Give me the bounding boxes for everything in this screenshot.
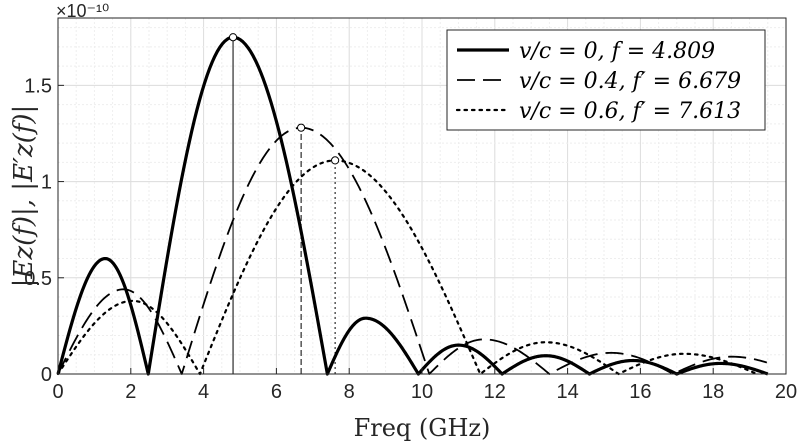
series-line-3 (56, 159, 758, 376)
x-tick-label: 18 (702, 381, 724, 403)
legend-label-3: v/c = 0.6, f′ = 7.613 (519, 99, 741, 124)
x-tick-label: 8 (344, 381, 355, 403)
legend: v/c = 0, f = 4.809 v/c = 0.4, f′ = 6.679 v… (446, 29, 766, 131)
peak-marker-1 (228, 33, 238, 42)
y-exponent: ×10⁻¹⁰ (56, 1, 109, 21)
x-tick-label: 12 (484, 381, 506, 403)
y-tick-label: 0 (41, 364, 52, 386)
x-tick-label: 14 (556, 381, 578, 403)
y-tick-label: 1.5 (24, 75, 52, 97)
peak-markers (228, 33, 340, 374)
x-axis-label: Freq (GHz) (354, 414, 491, 442)
y-ticks: 0 0.5 1 1.5 (24, 75, 64, 386)
x-tick-label: 2 (125, 381, 136, 403)
x-tick-label: 16 (629, 381, 651, 403)
peak-marker-2 (297, 123, 306, 132)
y-tick-label: 1 (41, 172, 52, 194)
y-tick-label: 0.5 (24, 268, 52, 290)
x-tick-label: 6 (271, 381, 282, 403)
x-tick-label: 10 (411, 381, 433, 403)
series-layer (56, 35, 769, 376)
y-axis-label: |Ez(f)|, |E′z(f)| (9, 105, 39, 288)
legend-label-1: v/c = 0, f = 4.809 (519, 39, 715, 64)
series-line-2 (57, 126, 768, 375)
legend-label-2: v/c = 0.4, f′ = 6.679 (519, 69, 741, 94)
x-tick-label: 20 (775, 381, 797, 403)
grid (57, 18, 787, 375)
x-tick-label: 4 (198, 381, 209, 403)
x-tick-label: 0 (52, 381, 63, 403)
x-ticks: 0 2 4 6 8 10 12 14 16 18 20 (52, 368, 797, 403)
peak-marker-3 (331, 156, 340, 165)
